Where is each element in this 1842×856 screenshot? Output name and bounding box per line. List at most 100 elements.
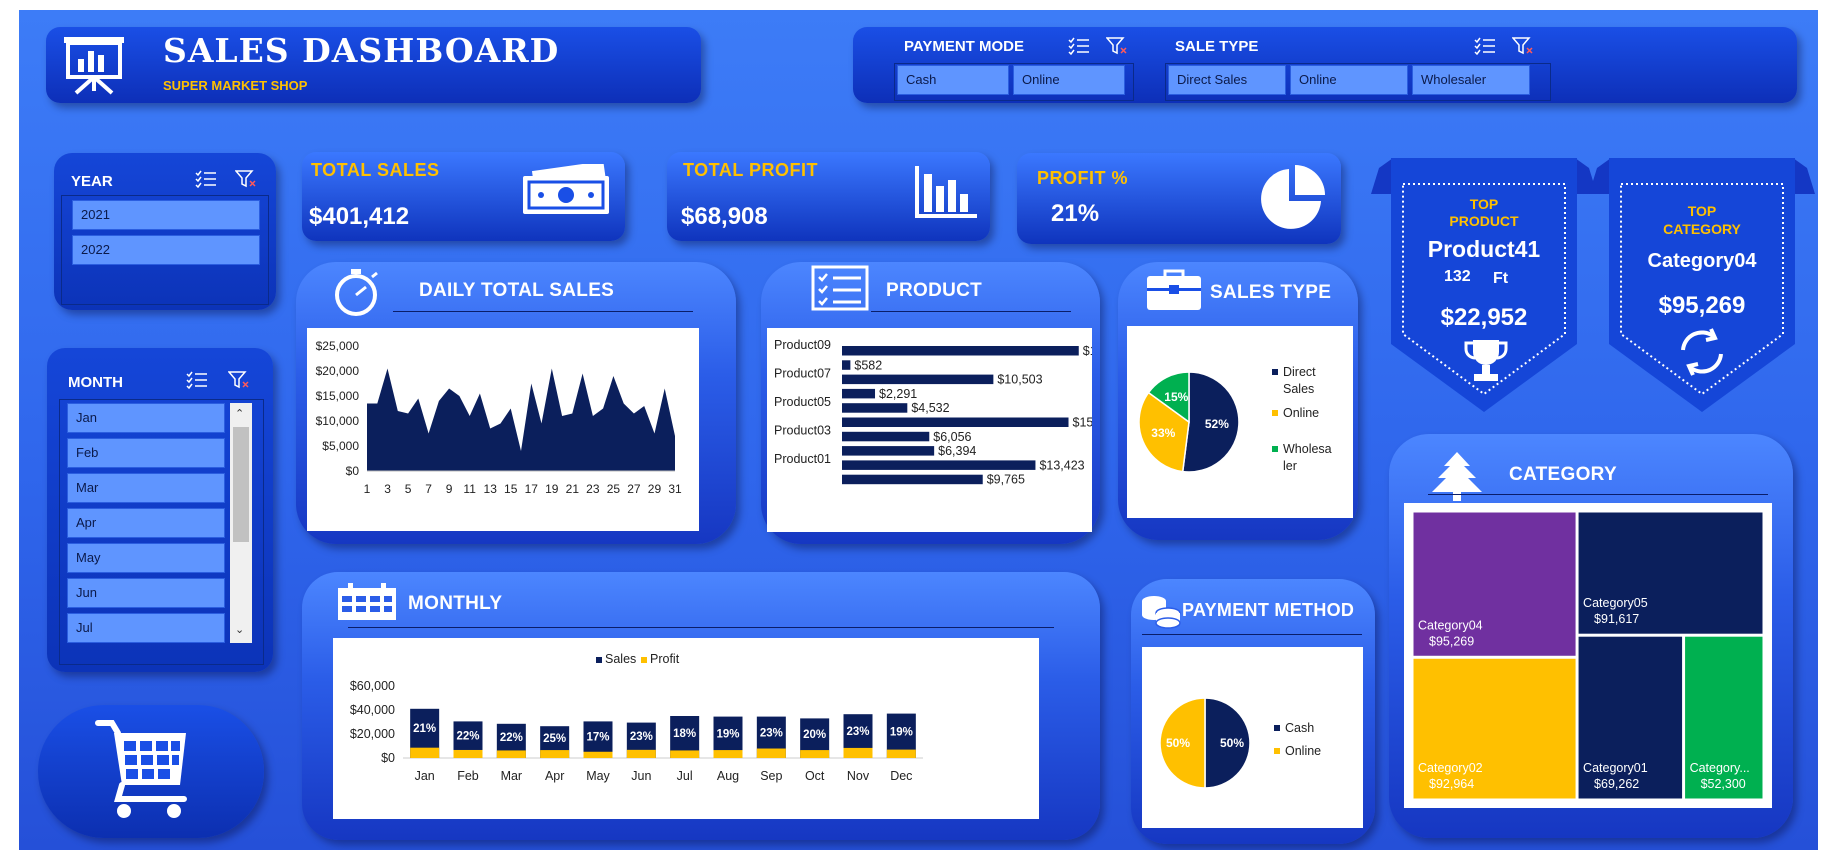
- product-chart-area: $16,428 $582 $10,503 $2,291$4,532 $15,717 $6,…: [767, 328, 1128, 532]
- product-bar: [842, 460, 1036, 470]
- x-tick-label: 7: [425, 482, 432, 496]
- legend-label: Sales: [605, 652, 636, 666]
- x-tick-label: 23: [586, 482, 600, 496]
- profit-bar: [540, 750, 570, 758]
- top-category-value: $95,269: [1658, 292, 1746, 319]
- title-underline: [1142, 634, 1362, 635]
- daily-chart-area: $0 $5,000 $10,000 $15,000 $20,000 $25,000 1 3 5 7…: [307, 328, 699, 531]
- multi-select-icon[interactable]: [1068, 37, 1090, 55]
- presentation-icon: [64, 37, 124, 95]
- top-product-banner: TOP PRODUCT Product41 132 Ft $22,952: [1371, 158, 1597, 416]
- product-value-label: $10,503: [997, 373, 1042, 387]
- product-bar: [842, 417, 1069, 427]
- total-profit-label: TOTAL PROFIT: [683, 160, 818, 180]
- clear-filter-icon[interactable]: [235, 170, 257, 188]
- x-tick-label: 3: [384, 482, 391, 496]
- product-category-label: Product05: [774, 395, 831, 409]
- sale-type-direct[interactable]: Direct Sales: [1168, 65, 1286, 95]
- x-tick-label: 17: [525, 482, 539, 496]
- treemap-value-label: $95,269: [1429, 634, 1474, 648]
- product-bar: [842, 346, 1079, 356]
- title-underline: [348, 627, 1054, 628]
- product-category-label: Product07: [774, 366, 831, 380]
- sale-type-list: [1165, 63, 1551, 101]
- sales-type-title: SALES TYPE: [1210, 282, 1332, 303]
- y-tick-label: $5,000: [322, 439, 359, 453]
- x-tick-label: Feb: [457, 769, 479, 783]
- pie-slice: [1204, 697, 1251, 789]
- legend-swatch: [1272, 446, 1278, 452]
- calendar-icon: [338, 583, 396, 620]
- x-tick-label: 9: [446, 482, 453, 496]
- year-title: YEAR: [71, 173, 113, 190]
- month-mar[interactable]: Mar: [67, 473, 225, 503]
- x-tick-label: 1: [364, 482, 371, 496]
- total-sales-card: TOTAL SALES $401,412: [302, 152, 625, 241]
- product-bar: [842, 446, 935, 456]
- cart-badge: [38, 705, 264, 838]
- year-2022[interactable]: 2022: [72, 235, 260, 265]
- y-tick-label: $20,000: [350, 727, 395, 741]
- product-category-label: Product03: [774, 424, 831, 438]
- scrollbar-thumb[interactable]: [233, 427, 249, 542]
- product-bar: [842, 403, 908, 413]
- scroll-up-icon[interactable]: ⌃: [235, 408, 245, 420]
- month-feb[interactable]: Feb: [67, 438, 225, 468]
- multi-select-icon[interactable]: [1474, 37, 1496, 55]
- x-tick-label: Dec: [890, 769, 912, 783]
- payment-mode-online[interactable]: Online: [1013, 65, 1125, 95]
- tree-icon: [1432, 452, 1482, 501]
- x-tick-label: Jun: [631, 769, 651, 783]
- profit-pct-label: 22%: [500, 732, 523, 744]
- banner-ribbon-shape: [1589, 158, 1815, 412]
- scroll-down-icon[interactable]: ⌄: [235, 624, 245, 636]
- month-jul[interactable]: Jul: [67, 613, 225, 643]
- month-jan[interactable]: Jan: [67, 403, 225, 433]
- product-category-label: Product01: [774, 452, 831, 466]
- top-filter-panel: PAYMENT MODE Cash Online SALE TYPE Direc…: [853, 27, 1797, 103]
- month-may[interactable]: May: [67, 543, 225, 573]
- month-apr[interactable]: Apr: [67, 508, 225, 538]
- legend-swatch: [1274, 748, 1280, 754]
- legend-swatch: [1272, 369, 1278, 375]
- y-tick-label: $0: [381, 751, 395, 765]
- treemap-category-label: Category01: [1583, 761, 1648, 775]
- multi-select-icon[interactable]: [195, 170, 217, 188]
- x-tick-label: 21: [566, 482, 580, 496]
- top-product-name: Product41: [1427, 236, 1541, 262]
- x-tick-label: Nov: [847, 769, 870, 783]
- top-category-name: Category04: [1647, 250, 1757, 272]
- month-scrollbar[interactable]: ⌃ ⌄: [230, 403, 252, 643]
- payment-mode-cash[interactable]: Cash: [897, 65, 1009, 95]
- sales-type-chart: 52% 33% 15% Direct Sales Online Wholesa ler: [1138, 365, 1332, 473]
- trophy-icon: [1464, 340, 1508, 381]
- legend-swatch: [596, 657, 602, 663]
- monthly-chart-area: $0 $20,000 $40,000 $60,000 21% Jan 22% Feb 22% Ma…: [333, 638, 1039, 819]
- legend-label: Cash: [1285, 721, 1314, 735]
- sale-type-online[interactable]: Online: [1290, 65, 1408, 95]
- profit-pct-label: 20%: [803, 729, 826, 741]
- payment-mode-title: PAYMENT MODE: [904, 38, 1025, 55]
- payment-mode-list: [894, 63, 1134, 101]
- treemap-value-label: $52,300: [1701, 777, 1746, 791]
- top-product-unit: Ft: [1493, 270, 1509, 287]
- payment-chart-area: 50% 50% Cash Online: [1142, 647, 1363, 828]
- clear-filter-icon[interactable]: [228, 371, 250, 389]
- product-title: PRODUCT: [886, 280, 983, 301]
- month-jun[interactable]: Jun: [67, 578, 225, 608]
- legend-label: Wholesa ler: [1283, 442, 1332, 473]
- sale-type-wholesaler[interactable]: Wholesaler: [1412, 65, 1530, 95]
- treemap-tile: [1578, 512, 1763, 634]
- clear-filter-icon[interactable]: [1106, 37, 1128, 55]
- category-title: CATEGORY: [1509, 464, 1617, 485]
- pie-chart-icon: [1261, 165, 1325, 229]
- profit-pct-label: 19%: [716, 728, 739, 740]
- clear-filter-icon[interactable]: [1512, 37, 1534, 55]
- profit-pct-label: 25%: [543, 733, 566, 745]
- treemap-tile: [1578, 636, 1683, 799]
- year-2021[interactable]: 2021: [72, 200, 260, 230]
- x-tick-label: 13: [484, 482, 498, 496]
- pie-slice: [1181, 371, 1240, 473]
- multi-select-icon[interactable]: [186, 371, 208, 389]
- coins-icon: [1142, 596, 1181, 629]
